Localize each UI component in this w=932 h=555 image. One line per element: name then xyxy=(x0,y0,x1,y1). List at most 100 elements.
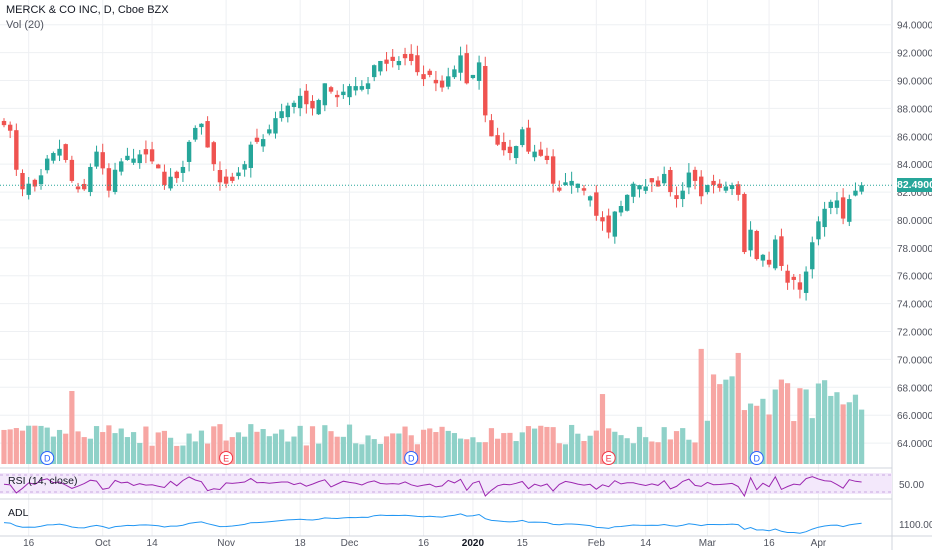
volume-bar xyxy=(93,426,100,464)
candle-body xyxy=(125,155,130,160)
volume-bar xyxy=(519,432,525,464)
candle-body xyxy=(544,155,550,160)
candle-body xyxy=(748,229,753,251)
volume-bar xyxy=(667,439,673,464)
volume-bar xyxy=(303,445,309,464)
volume-bar xyxy=(797,388,803,464)
candle-body xyxy=(723,186,729,191)
volume-bar xyxy=(328,431,334,464)
volume-bar xyxy=(297,425,303,464)
time-tick-label: Oct xyxy=(95,538,111,549)
candle-body xyxy=(452,69,457,78)
volume-bar xyxy=(7,429,13,464)
candle-body xyxy=(581,188,587,191)
time-tick-label: Nov xyxy=(217,538,235,549)
price-tick-label: 90.0000 xyxy=(897,77,932,88)
volume-bar xyxy=(106,425,112,464)
volume-bar xyxy=(155,432,161,464)
volume-bar xyxy=(254,431,260,464)
candle-body xyxy=(372,65,377,78)
volume-bar xyxy=(729,376,735,464)
volume-bar xyxy=(840,404,846,464)
volume-bar xyxy=(649,441,655,464)
candle-body xyxy=(828,201,833,208)
candle-body xyxy=(217,169,223,183)
volume-bar xyxy=(476,442,482,464)
candle-body xyxy=(618,206,624,213)
volume-bar xyxy=(464,439,470,464)
volume-bar xyxy=(180,445,186,464)
volume-bar xyxy=(575,433,581,464)
candle-body xyxy=(476,62,482,81)
candle-body xyxy=(378,60,383,72)
candle-body xyxy=(847,199,852,222)
candle-body xyxy=(69,159,75,181)
volume-bar xyxy=(186,433,192,464)
candle-body xyxy=(643,186,648,191)
candle-body xyxy=(156,164,161,169)
candle-body xyxy=(742,193,747,253)
volume-bar xyxy=(735,352,741,464)
volume-bar xyxy=(1,429,7,464)
price-tick-label: 80.0000 xyxy=(897,216,932,227)
candle-body xyxy=(260,139,266,147)
candle-body xyxy=(834,200,840,208)
candle-body xyxy=(82,183,87,190)
volume-bar xyxy=(26,425,32,464)
volume-bar xyxy=(87,438,93,464)
price-tick-label: 70.0000 xyxy=(897,355,932,366)
candle-body xyxy=(402,54,408,59)
volume-bar xyxy=(606,428,612,464)
volume-bar xyxy=(260,429,266,464)
time-tick-label: 14 xyxy=(147,538,159,549)
candle-body xyxy=(569,180,574,186)
event-marker-letter: E xyxy=(223,454,229,464)
volume-bar xyxy=(852,394,859,464)
candle-body xyxy=(415,55,420,73)
event-marker xyxy=(40,451,55,465)
candle-body xyxy=(779,236,784,266)
candle-body xyxy=(729,185,735,190)
price-tick-label: 66.0000 xyxy=(897,411,932,422)
volume-bar xyxy=(470,437,476,464)
candle-body xyxy=(242,164,247,170)
candle-body xyxy=(57,148,62,156)
candle-body xyxy=(149,149,155,162)
candle-body xyxy=(273,118,278,134)
candle-body xyxy=(717,183,722,188)
rsi-level-label: 50.00 xyxy=(899,480,924,491)
rsi-band xyxy=(0,473,892,494)
candle-body xyxy=(26,183,31,195)
candle-body xyxy=(63,144,68,160)
volume-bar xyxy=(174,445,180,464)
volume-bar xyxy=(815,383,822,464)
volume-bar xyxy=(457,438,464,464)
rsi-line xyxy=(3,475,862,498)
volume-bar xyxy=(371,439,377,464)
volume-bar xyxy=(217,424,223,464)
volume-bar xyxy=(501,433,507,464)
volume-bar xyxy=(19,430,26,464)
candle-body xyxy=(44,158,50,171)
volume-bar xyxy=(556,443,562,464)
time-tick-label: 14 xyxy=(640,538,652,549)
candle-body xyxy=(797,282,803,290)
volume-bar xyxy=(161,430,168,464)
event-marker-letter: D xyxy=(408,454,415,464)
volume-bar xyxy=(211,426,217,464)
candle-body xyxy=(223,176,229,184)
price-tick-label: 74.0000 xyxy=(897,300,932,311)
candle-body xyxy=(168,176,173,189)
candle-body xyxy=(859,185,864,192)
volume-bar xyxy=(741,410,747,464)
volume-bar xyxy=(272,433,279,464)
candle-body xyxy=(316,100,321,115)
candle-body xyxy=(532,151,537,158)
volume-bar xyxy=(50,436,56,464)
volume-bar xyxy=(747,403,754,464)
candle-body xyxy=(7,124,13,131)
volume-bar xyxy=(717,384,723,464)
price-tick-label: 82.0000 xyxy=(897,188,932,199)
volume-bar xyxy=(69,391,75,464)
